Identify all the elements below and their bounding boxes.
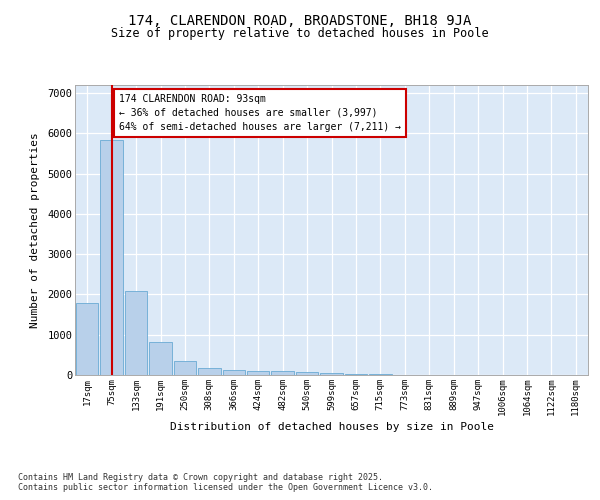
Bar — [296, 372, 319, 375]
Bar — [149, 342, 172, 375]
Text: Contains public sector information licensed under the Open Government Licence v3: Contains public sector information licen… — [18, 484, 433, 492]
Text: Size of property relative to detached houses in Poole: Size of property relative to detached ho… — [111, 28, 489, 40]
Bar — [198, 368, 221, 375]
Bar — [125, 291, 148, 375]
Bar — [369, 374, 392, 375]
Text: Contains HM Land Registry data © Crown copyright and database right 2025.: Contains HM Land Registry data © Crown c… — [18, 472, 383, 482]
Text: 174, CLARENDON ROAD, BROADSTONE, BH18 9JA: 174, CLARENDON ROAD, BROADSTONE, BH18 9J… — [128, 14, 472, 28]
Bar — [100, 140, 123, 375]
Bar — [247, 371, 269, 375]
Bar — [173, 362, 196, 375]
Bar — [76, 304, 98, 375]
Y-axis label: Number of detached properties: Number of detached properties — [30, 132, 40, 328]
Bar — [344, 374, 367, 375]
Bar — [320, 373, 343, 375]
Bar — [271, 372, 294, 375]
Text: 174 CLARENDON ROAD: 93sqm
← 36% of detached houses are smaller (3,997)
64% of se: 174 CLARENDON ROAD: 93sqm ← 36% of detac… — [119, 94, 401, 132]
X-axis label: Distribution of detached houses by size in Poole: Distribution of detached houses by size … — [170, 422, 493, 432]
Bar — [223, 370, 245, 375]
